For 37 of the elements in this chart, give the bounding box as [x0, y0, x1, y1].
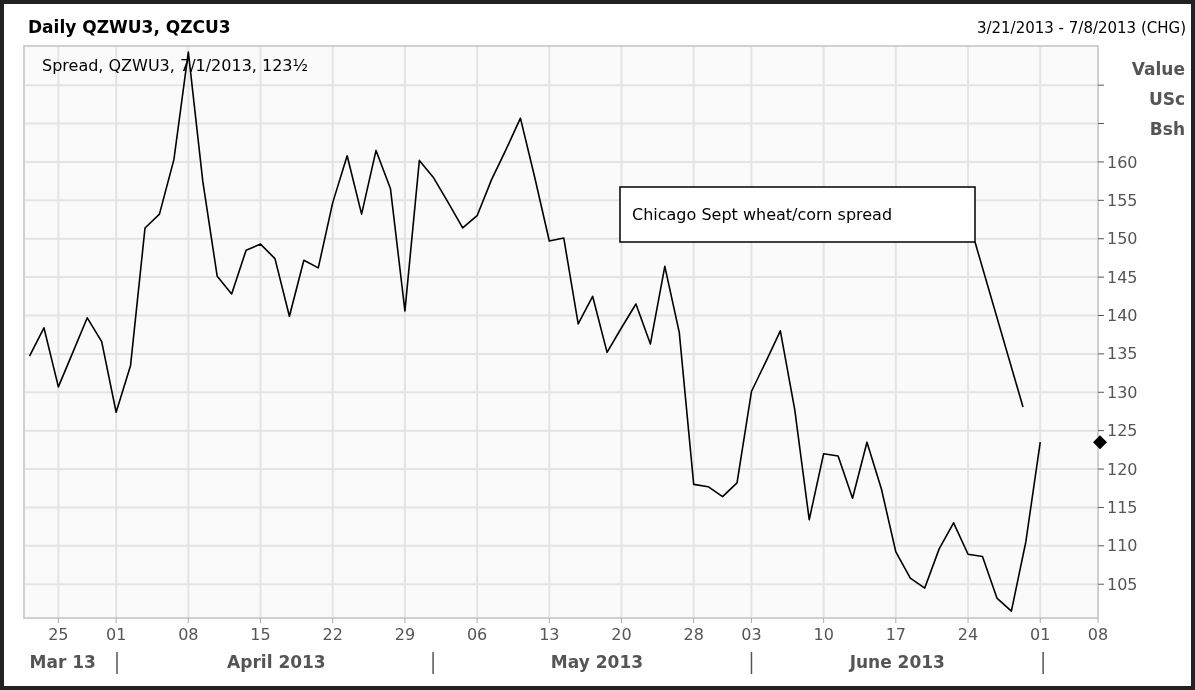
y-tick-label: 105	[1107, 574, 1138, 594]
x-tick-label: 01	[1030, 625, 1051, 644]
y-tick-label: 155	[1107, 190, 1138, 210]
text: Mar 13	[29, 652, 96, 672]
line-series	[28, 51, 1042, 612]
x-tick-label: 10	[813, 625, 834, 644]
x-tick-label: 29	[394, 625, 416, 644]
x-tick-label: 06	[466, 625, 488, 644]
chart-title: Daily QZWU3, QZCU3	[28, 17, 231, 37]
y-axis-title: Value USc Bsh	[1131, 59, 1185, 139]
text: April 2013	[227, 652, 326, 672]
y-tick-label: 160	[1107, 152, 1138, 172]
y-tick-label: 125	[1107, 421, 1138, 441]
x-tick-label: 08	[178, 625, 199, 644]
y-tick-label: 130	[1107, 382, 1138, 402]
y-tick-label: 145	[1107, 267, 1138, 287]
x-tick-label: 25	[48, 625, 69, 644]
x-tick-label: 15	[250, 625, 271, 644]
annotation: Chicago Sept wheat/corn spread	[632, 205, 893, 224]
text: June 2013	[848, 652, 945, 672]
x-tick-label: 17	[885, 625, 907, 644]
x-tick-label: 03	[741, 625, 762, 644]
x-tick-label: 24	[957, 625, 979, 644]
y-tick-label: 150	[1107, 229, 1138, 249]
x-tick-label: 28	[683, 625, 704, 644]
y-tick-label: 120	[1107, 459, 1138, 479]
y-tick-label: 110	[1107, 536, 1138, 556]
x-tick-label: 08	[1087, 625, 1109, 644]
x-tick-label: 22	[322, 625, 343, 644]
x-tick-label: 13	[539, 625, 560, 644]
y-tick-label: 135	[1107, 344, 1138, 364]
y-tick-label: 140	[1107, 306, 1138, 326]
chart-subtitle: 3/21/2013 - 7/8/2013 (CHG)	[976, 19, 1186, 37]
x-tick-label: 01	[105, 625, 127, 644]
y-tick-label: 115	[1107, 498, 1138, 518]
x-tick-label: 20	[611, 625, 632, 644]
text: May 2013	[550, 652, 644, 672]
